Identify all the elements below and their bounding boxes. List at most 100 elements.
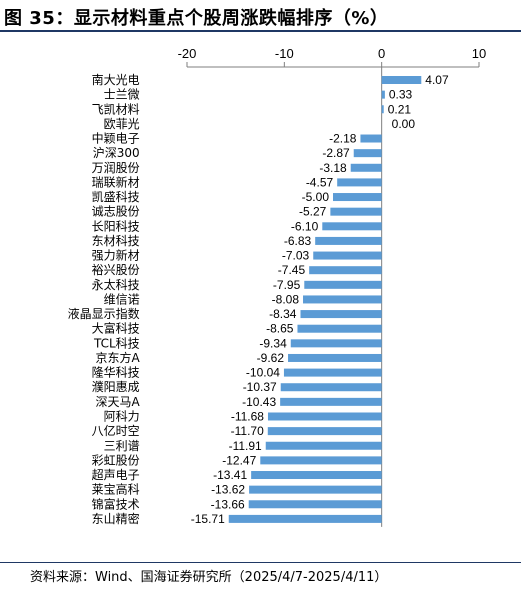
bar xyxy=(381,76,422,84)
value-label: -7.95 xyxy=(273,278,301,292)
category-label: 中颖电子 xyxy=(92,131,140,146)
category-label: 永太科技 xyxy=(92,277,140,292)
category-label: TCL科技 xyxy=(93,336,140,350)
value-label: -8.34 xyxy=(269,307,297,321)
category-label: 士兰微 xyxy=(104,88,140,102)
value-label: -4.57 xyxy=(306,175,334,189)
source-note: 资料来源：Wind、国海证券研究所（2025/4/7-2025/4/11） xyxy=(30,570,388,585)
bar xyxy=(303,295,382,304)
bar xyxy=(333,193,382,202)
category-label: 三利谱 xyxy=(104,439,140,453)
bar xyxy=(330,207,382,216)
bar xyxy=(260,456,382,465)
category-label: 东山精密 xyxy=(92,511,140,526)
value-label: 0.21 xyxy=(388,102,412,116)
category-label: 濮阳惠成 xyxy=(92,379,140,394)
x-tick-label: -10 xyxy=(275,46,294,61)
value-label: -11.68 xyxy=(231,409,264,423)
category-label: 阿科力 xyxy=(104,409,140,423)
category-label: 东材科技 xyxy=(92,234,140,248)
value-label: -6.10 xyxy=(291,219,319,233)
bar xyxy=(280,383,382,392)
value-label: -5.00 xyxy=(302,190,330,204)
bar xyxy=(381,105,384,114)
value-label: -7.03 xyxy=(282,249,310,263)
category-label: 彩虹股份 xyxy=(92,453,140,467)
value-label: -6.83 xyxy=(284,234,312,248)
value-label: -11.70 xyxy=(231,424,264,438)
title-rule xyxy=(0,30,521,32)
category-label: 诚志股份 xyxy=(92,205,140,219)
value-label: -8.08 xyxy=(272,292,300,306)
value-label: -2.18 xyxy=(329,132,357,146)
value-label: -10.43 xyxy=(242,395,276,409)
bar xyxy=(381,90,385,99)
bar xyxy=(283,368,382,377)
category-label: 南大光电 xyxy=(92,72,140,87)
category-label: 沪深300 xyxy=(93,146,140,160)
category-label: 万润股份 xyxy=(92,161,140,175)
bar xyxy=(265,441,382,450)
value-label: -13.66 xyxy=(211,497,245,511)
bar xyxy=(248,500,382,509)
x-tick-label: 0 xyxy=(378,46,385,61)
category-label: 欧菲光 xyxy=(104,117,140,131)
category-label: 锦富技术 xyxy=(92,496,140,511)
value-label: -13.62 xyxy=(211,483,245,497)
bar xyxy=(249,485,382,494)
category-label: 京东方A xyxy=(95,350,140,365)
value-label: 0.33 xyxy=(389,88,413,102)
category-label: 隆华科技 xyxy=(92,365,140,380)
value-label: -5.27 xyxy=(299,205,327,219)
bar xyxy=(304,280,382,289)
category-label: 莱宝高科 xyxy=(92,482,140,497)
source-rule xyxy=(0,562,521,563)
bar xyxy=(350,163,382,172)
bar xyxy=(322,222,382,231)
value-label: -15.71 xyxy=(191,512,225,526)
value-label: -8.65 xyxy=(266,322,294,336)
figure-title: 图 35：显示材料重点个股周涨跌幅排序（%） xyxy=(4,8,389,29)
bar xyxy=(228,514,382,523)
category-label: 强力新材 xyxy=(92,248,140,263)
value-label: -10.04 xyxy=(246,366,280,380)
value-label: -9.34 xyxy=(259,336,287,350)
bar xyxy=(297,324,382,333)
bars xyxy=(228,76,422,523)
value-label: -10.37 xyxy=(243,380,277,394)
category-label: 长阳科技 xyxy=(92,219,140,233)
category-label: 瑞联新材 xyxy=(92,174,140,189)
x-tick-label: 10 xyxy=(472,46,486,61)
bar xyxy=(360,134,382,143)
value-label: -7.45 xyxy=(278,263,306,277)
value-label: -9.62 xyxy=(257,351,285,365)
bar xyxy=(267,412,382,421)
category-label: 飞凯材料 xyxy=(92,102,140,116)
bar xyxy=(315,236,382,245)
value-label: -13.41 xyxy=(213,468,247,482)
bar xyxy=(353,149,382,158)
category-label: 大富科技 xyxy=(92,321,140,336)
bar xyxy=(280,397,382,406)
x-tick-label: -20 xyxy=(178,46,197,61)
category-label: 液晶显示指数 xyxy=(68,306,140,321)
category-label: 维信诺 xyxy=(104,292,140,306)
value-label: -2.87 xyxy=(322,146,350,160)
labels: 南大光电 4.07 士兰微 0.33 飞凯材料 0.21 欧菲光 0.00 中颖电子 -2.18 沪… xyxy=(68,72,449,526)
value-label: 0.00 xyxy=(392,117,416,131)
bar xyxy=(300,310,382,319)
bar xyxy=(290,339,382,348)
category-label: 凯盛科技 xyxy=(92,189,140,204)
bar xyxy=(337,178,382,187)
value-label: -11.91 xyxy=(229,439,262,453)
bar xyxy=(309,266,382,275)
bar xyxy=(313,251,382,260)
category-label: 深天马A xyxy=(95,395,140,409)
category-label: 超声电子 xyxy=(92,467,140,482)
bar xyxy=(288,353,382,362)
bar xyxy=(267,427,382,436)
category-label: 裕兴股份 xyxy=(92,262,140,277)
category-label: 八亿时空 xyxy=(92,423,140,438)
value-label: -3.18 xyxy=(319,161,347,175)
